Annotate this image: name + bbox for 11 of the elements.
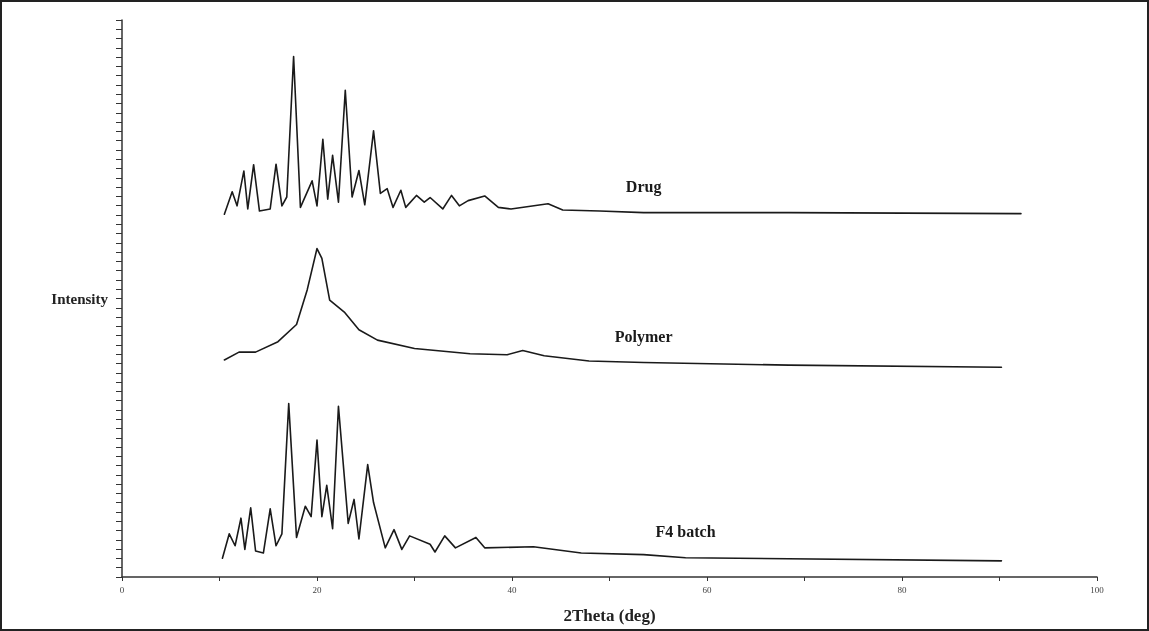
y-axis-title: Intensity	[51, 290, 109, 307]
x-tick-label: 100	[1090, 584, 1105, 595]
series-label: Polymer	[614, 328, 673, 347]
x-tick-label: 0	[119, 584, 125, 595]
x-axis-title: 2Theta (deg)	[563, 606, 656, 625]
x-tick-label: 80	[897, 584, 907, 595]
series-label: Drug	[625, 178, 662, 197]
x-tick-label: 60	[702, 584, 712, 595]
series-label: F4 batch	[655, 523, 716, 541]
x-tick-label: 20	[312, 584, 322, 595]
x-tick-label: 40	[507, 584, 517, 595]
